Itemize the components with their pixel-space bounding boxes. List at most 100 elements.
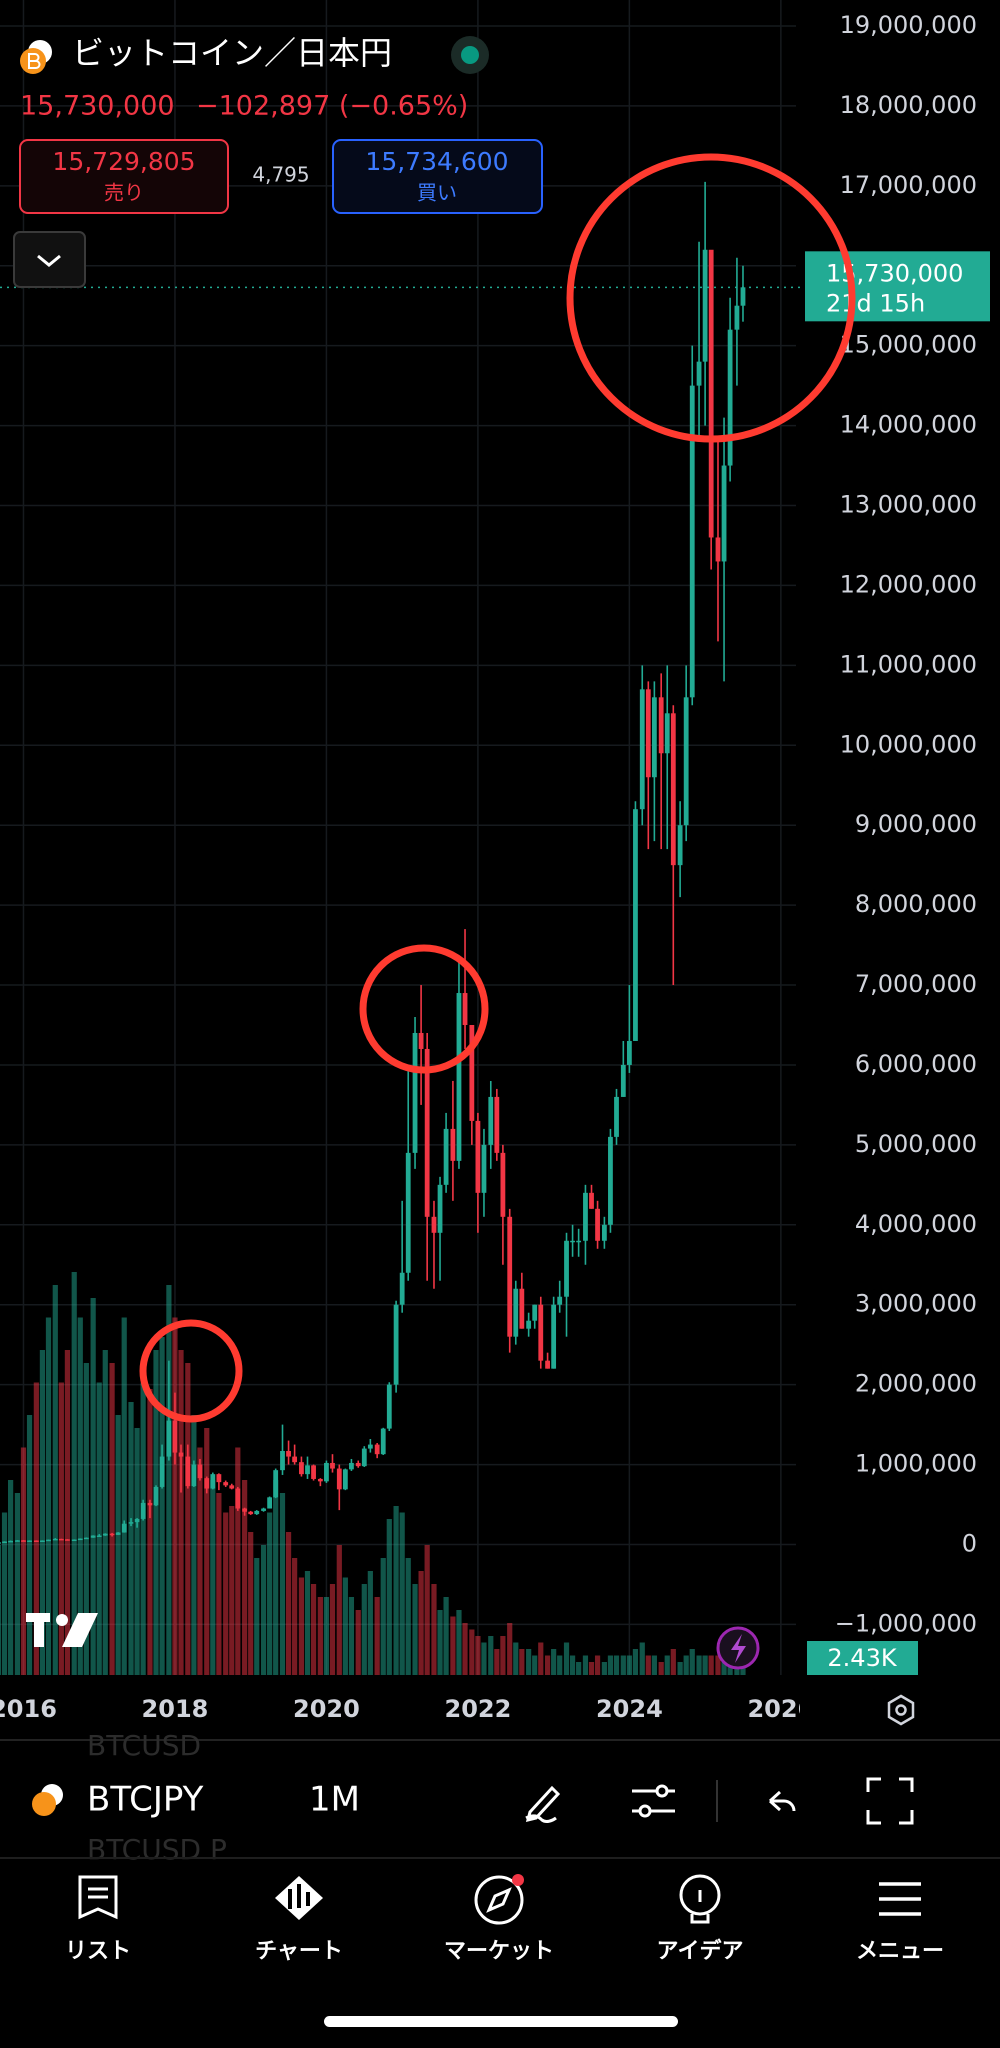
volume-tag-label: 2.43K <box>827 1644 897 1672</box>
candle-body <box>570 1240 575 1243</box>
nav-label[interactable]: メニュー <box>856 1939 944 1964</box>
undo-icon[interactable] <box>768 1790 796 1812</box>
interval[interactable]: 1M <box>309 1780 360 1820</box>
candle-body <box>595 1208 600 1241</box>
candle-body <box>386 1384 392 1429</box>
volume-bar <box>216 1493 222 1675</box>
nav-label[interactable]: チャート <box>255 1939 343 1964</box>
volume-bar <box>348 1597 355 1675</box>
candle-body <box>494 1096 500 1153</box>
candle-body <box>456 993 462 1161</box>
volume-bar <box>538 1642 544 1675</box>
volume-tag <box>807 1641 918 1675</box>
y-tick-label: 14,000,000 <box>840 411 977 439</box>
candle-body <box>614 1096 619 1137</box>
volume-bar <box>273 1480 279 1675</box>
notification-dot <box>512 1874 524 1886</box>
buy-button[interactable] <box>332 139 543 214</box>
volume-bar <box>317 1597 323 1675</box>
candle-body <box>689 385 695 698</box>
volume-bar <box>664 1655 670 1675</box>
volume-bar <box>159 1337 165 1675</box>
price-change: −102,897 (−0.65%) <box>196 91 468 122</box>
volume-bar <box>304 1571 311 1675</box>
fullscreen-icon[interactable] <box>866 1777 914 1825</box>
volume-bar <box>172 1317 178 1675</box>
volume-bar <box>588 1662 595 1675</box>
candle-body <box>677 825 683 866</box>
candle-body <box>46 1539 51 1542</box>
candle-body <box>727 329 733 466</box>
toolbar-symbol[interactable]: BTCJPY <box>87 1780 204 1820</box>
candle-body <box>330 1462 335 1469</box>
volume-bar <box>229 1506 235 1675</box>
volume-bar <box>260 1545 267 1675</box>
candle-body <box>40 1540 45 1542</box>
candle-body <box>178 1452 184 1457</box>
candle-body <box>374 1444 380 1455</box>
candle-body <box>431 1216 437 1233</box>
volume-bar <box>475 1636 481 1675</box>
y-tick-label: 4,000,000 <box>855 1210 977 1238</box>
volume-bar <box>355 1610 361 1675</box>
candle-body <box>405 1152 411 1273</box>
candle-body <box>134 1518 140 1523</box>
volume-bar <box>683 1655 689 1675</box>
volume-bar <box>191 1415 197 1675</box>
collapse-button[interactable] <box>13 231 86 288</box>
volume-bar <box>204 1428 210 1675</box>
volume-bar <box>8 1480 14 1675</box>
candle-body <box>248 1511 254 1515</box>
indicator-icon[interactable] <box>632 1784 675 1818</box>
y-tick-label: 10,000,000 <box>840 730 977 758</box>
candle-body <box>481 1144 487 1193</box>
volume-bar <box>292 1558 298 1675</box>
volume-bar <box>20 1447 27 1675</box>
candle-body <box>159 1456 165 1487</box>
volume-bar <box>310 1584 317 1675</box>
volume-bar <box>708 1655 714 1675</box>
y-tick-label: 17,000,000 <box>840 171 977 199</box>
candle-body <box>102 1533 108 1536</box>
candle-body <box>500 1152 506 1217</box>
settings-icon[interactable] <box>887 1694 915 1726</box>
candle-body <box>645 689 651 778</box>
list-icon[interactable] <box>78 1875 118 1920</box>
volume-bar <box>52 1285 58 1675</box>
volume-bar <box>77 1317 83 1675</box>
nav-label[interactable]: マーケット <box>444 1939 554 1964</box>
volume-bar <box>677 1662 683 1675</box>
menu-icon[interactable] <box>879 1882 921 1916</box>
sell-button[interactable] <box>19 139 229 214</box>
volume-bar <box>109 1363 115 1675</box>
nav-label[interactable]: アイデア <box>657 1938 744 1964</box>
volume-bar <box>242 1480 248 1675</box>
market-icon[interactable] <box>474 1875 524 1925</box>
settings-dot <box>895 1704 907 1716</box>
candle-body <box>715 537 721 562</box>
volume-bar <box>658 1662 664 1675</box>
volume-bar <box>58 1382 64 1675</box>
volume-bar <box>418 1571 424 1675</box>
draw-icon[interactable] <box>525 1785 561 1823</box>
candle-body <box>324 1462 329 1482</box>
candle-body <box>551 1304 557 1369</box>
volume-bar <box>715 1655 721 1675</box>
volume-bar <box>645 1655 651 1675</box>
volume-bar <box>223 1512 229 1675</box>
volume-bar <box>557 1655 563 1675</box>
volume-bar <box>601 1662 607 1675</box>
volume-bar <box>248 1532 254 1675</box>
candle-body <box>33 1540 39 1542</box>
candle-pane <box>0 181 746 1544</box>
volume-bar <box>670 1649 676 1675</box>
candle-body <box>96 1535 102 1538</box>
volume-bar <box>443 1597 449 1675</box>
ideas-icon[interactable] <box>679 1874 721 1916</box>
nav-label[interactable]: リスト <box>65 1939 131 1964</box>
candle-body <box>683 697 689 826</box>
y-tick-label: 18,000,000 <box>840 91 977 119</box>
volume-bar <box>613 1655 620 1675</box>
volume-bar <box>513 1642 519 1675</box>
candle-body <box>27 1540 32 1542</box>
